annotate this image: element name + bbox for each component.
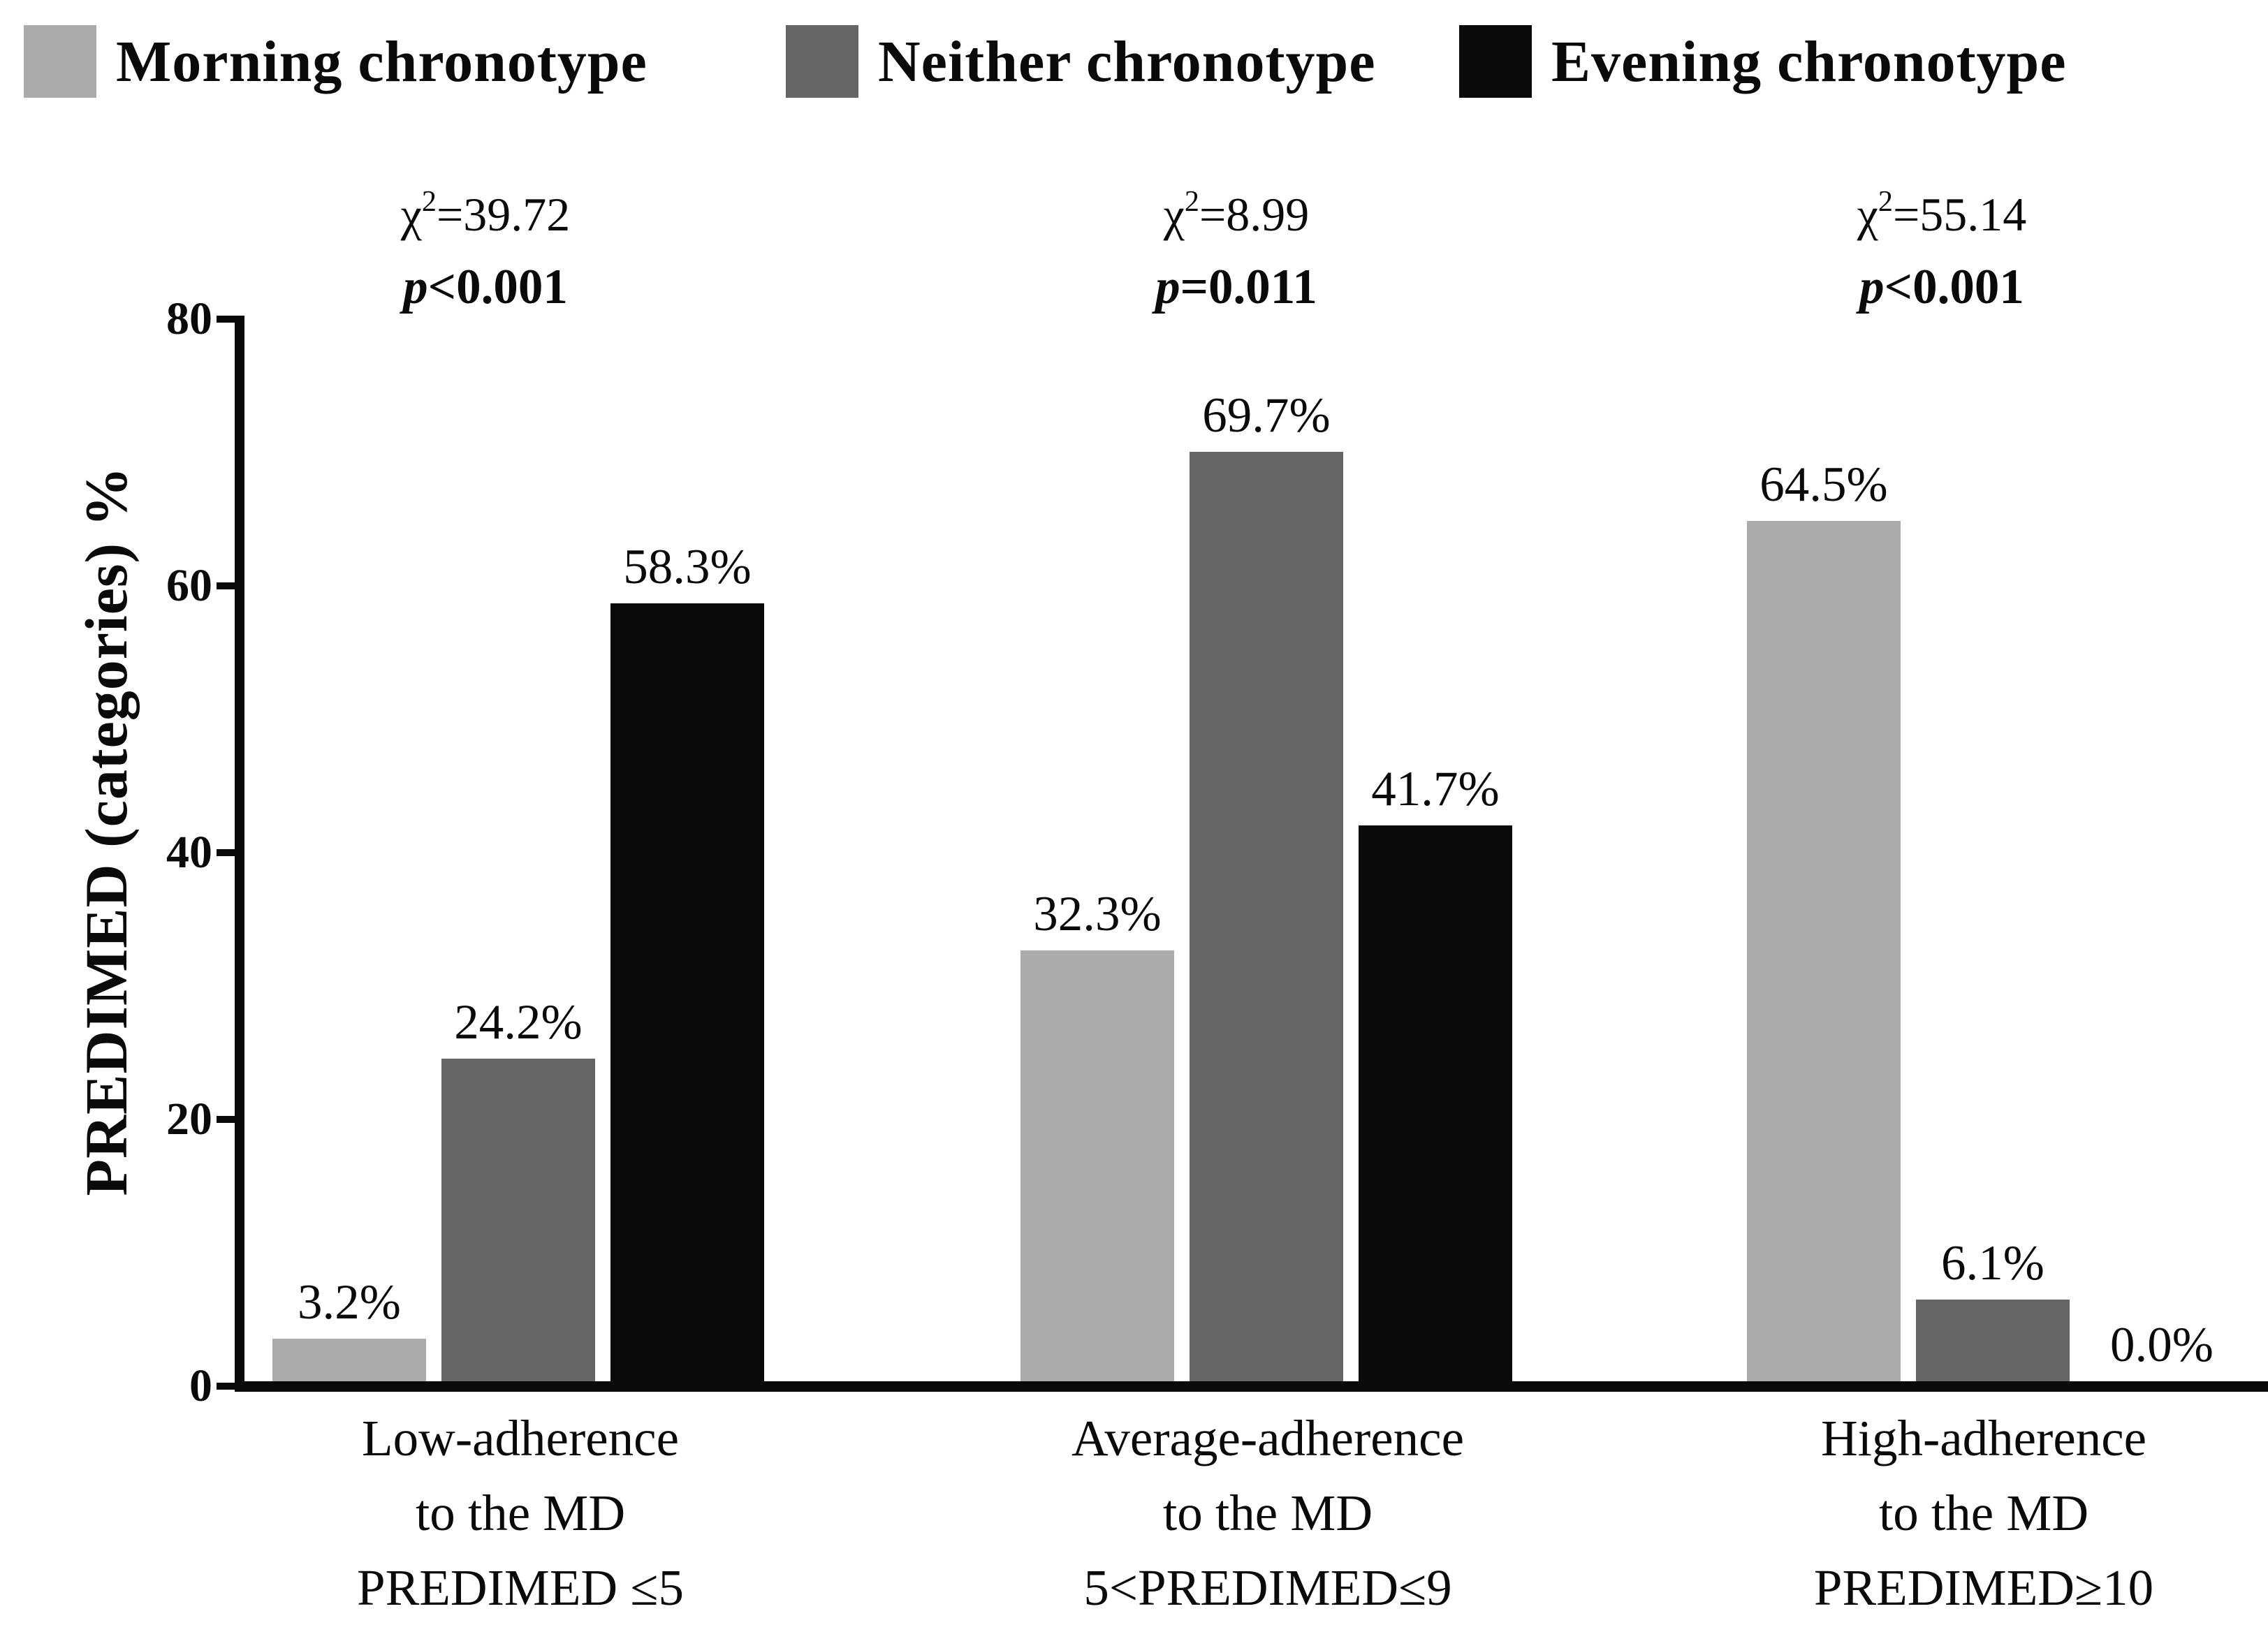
x-category-label-group-3-line-3: PREDIMED≥10 bbox=[1813, 1559, 2154, 1616]
x-category-label-group-1: Low-adherence to the MD PREDIMED ≤5 bbox=[66, 1401, 974, 1625]
x-category-label-group-3-line-2: to the MD bbox=[1878, 1485, 2089, 1541]
y-tick-20 bbox=[217, 1116, 235, 1123]
bar-morning-chronotype-group-1 bbox=[272, 1339, 426, 1381]
bar-value-label-morning-chronotype-group-1: 3.2% bbox=[298, 1275, 401, 1330]
x-category-label-group-2-line-3: 5<PREDIMED≤9 bbox=[1083, 1559, 1452, 1616]
bar-evening-chronotype-group-1 bbox=[610, 603, 764, 1381]
y-tick-40 bbox=[217, 849, 235, 856]
bar-value-label-neither-chronotype-group-2: 69.7% bbox=[1202, 388, 1331, 443]
bar-value-label-evening-chronotype-group-1: 58.3% bbox=[623, 540, 752, 594]
bar-morning-chronotype-group-3 bbox=[1747, 521, 1901, 1381]
group-annotation-3: χ2=55.14 p<0.001 bbox=[1620, 166, 2263, 324]
chi-square-value-group-3: χ2=55.14 bbox=[1857, 185, 2027, 241]
bar-value-label-morning-chronotype-group-3: 64.5% bbox=[1759, 457, 1888, 512]
legend-item-evening: Evening chronotype bbox=[1459, 25, 2067, 98]
x-category-label-group-2-line-1: Average-adherence bbox=[1071, 1410, 1464, 1466]
y-tick-60 bbox=[217, 582, 235, 589]
x-category-label-group-3: High-adherence to the MD PREDIMED≥10 bbox=[1530, 1401, 2268, 1625]
legend-label-morning: Morning chronotype bbox=[116, 29, 648, 94]
legend-swatch-morning bbox=[24, 25, 96, 98]
legend-swatch-evening bbox=[1459, 25, 1532, 98]
bar-value-label-evening-chronotype-group-3: 0.0% bbox=[2110, 1318, 2214, 1372]
y-tick-label-40: 40 bbox=[166, 827, 212, 878]
chi-square-value-group-1: χ2=39.72 bbox=[400, 185, 571, 241]
y-tick-label-0: 0 bbox=[189, 1360, 212, 1411]
group-annotation-1: χ2=39.72 p<0.001 bbox=[164, 166, 807, 324]
legend-item-neither: Neither chronotype bbox=[786, 25, 1375, 98]
y-tick-0 bbox=[217, 1383, 235, 1390]
bar-evening-chronotype-group-2 bbox=[1359, 825, 1512, 1381]
bar-neither-chronotype-group-3 bbox=[1916, 1300, 2070, 1381]
chi-square-value-group-2: χ2=8.99 bbox=[1163, 185, 1310, 241]
y-axis-line bbox=[235, 316, 244, 1391]
legend-label-neither: Neither chronotype bbox=[878, 29, 1376, 94]
x-category-label-group-2: Average-adherence to the MD 5<PREDIMED≤9 bbox=[814, 1401, 1722, 1625]
legend-label-evening: Evening chronotype bbox=[1551, 29, 2067, 94]
y-tick-label-80: 80 bbox=[166, 293, 212, 344]
bar-value-label-neither-chronotype-group-1: 24.2% bbox=[454, 995, 583, 1050]
x-category-label-group-2-line-2: to the MD bbox=[1162, 1485, 1373, 1541]
p-value-group-2: p=0.011 bbox=[1155, 260, 1317, 314]
legend-swatch-neither bbox=[786, 25, 858, 98]
bar-value-label-evening-chronotype-group-2: 41.7% bbox=[1371, 762, 1500, 816]
x-axis-line bbox=[235, 1381, 2268, 1392]
x-category-label-group-1-line-1: Low-adherence bbox=[362, 1410, 679, 1466]
x-category-label-group-3-line-1: High-adherence bbox=[1820, 1410, 2147, 1466]
bar-neither-chronotype-group-2 bbox=[1190, 452, 1343, 1381]
x-category-label-group-1-line-3: PREDIMED ≤5 bbox=[357, 1559, 684, 1616]
bar-neither-chronotype-group-1 bbox=[441, 1059, 595, 1381]
p-value-group-1: p<0.001 bbox=[403, 260, 568, 314]
group-annotation-2: χ2=8.99 p=0.011 bbox=[915, 166, 1558, 324]
x-category-label-group-1-line-2: to the MD bbox=[415, 1485, 626, 1541]
y-tick-80 bbox=[217, 316, 235, 323]
bar-value-label-morning-chronotype-group-2: 32.3% bbox=[1033, 887, 1162, 941]
y-tick-label-60: 60 bbox=[166, 560, 212, 611]
bar-morning-chronotype-group-2 bbox=[1020, 950, 1174, 1381]
legend-item-morning: Morning chronotype bbox=[24, 25, 648, 98]
bar-value-label-neither-chronotype-group-3: 6.1% bbox=[1941, 1236, 2044, 1291]
p-value-group-3: p<0.001 bbox=[1859, 260, 2024, 314]
y-tick-label-20: 20 bbox=[166, 1094, 212, 1145]
